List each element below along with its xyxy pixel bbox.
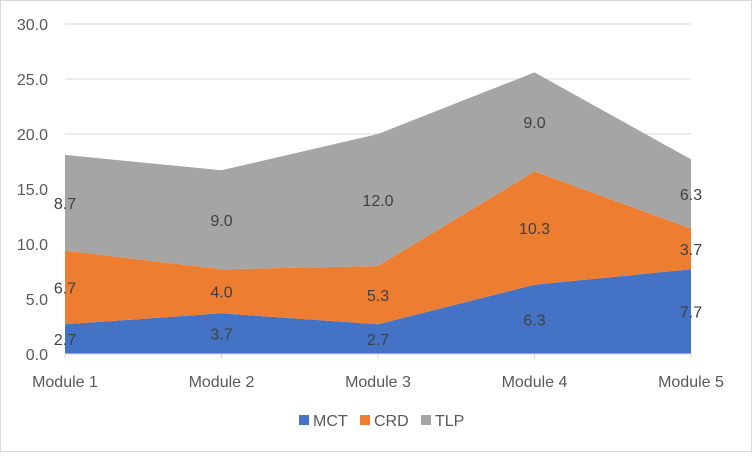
data-label-tlp: 12.0	[362, 193, 393, 210]
legend-swatch	[299, 415, 309, 425]
data-label-crd: 6.7	[54, 280, 76, 297]
legend-label: TLP	[435, 413, 464, 430]
data-label-tlp: 9.0	[210, 213, 232, 230]
x-tick-label: Module 3	[345, 374, 411, 391]
data-label-crd: 5.3	[367, 288, 389, 305]
y-tick-label: 15.0	[17, 182, 48, 199]
x-tick-label: Module 1	[32, 374, 98, 391]
legend-swatch	[421, 415, 431, 425]
x-tick-label: Module 4	[502, 374, 568, 391]
data-label-mct: 3.7	[210, 327, 232, 344]
x-tick-label: Module 5	[658, 374, 724, 391]
data-label-mct: 2.7	[367, 332, 389, 349]
area-crd	[65, 171, 691, 325]
data-label-mct: 6.3	[523, 312, 545, 329]
y-tick-label: 5.0	[26, 292, 48, 309]
data-label-crd: 3.7	[680, 242, 702, 259]
data-label-mct: 2.7	[54, 332, 76, 349]
legend-swatch	[360, 415, 370, 425]
y-tick-label: 10.0	[17, 237, 48, 254]
area-mct	[65, 269, 691, 354]
legend-item-mct: MCT	[299, 413, 348, 430]
legend-label: MCT	[313, 413, 348, 430]
area-tlp	[65, 72, 691, 270]
data-label-crd: 4.0	[210, 284, 232, 301]
y-tick-label: 20.0	[17, 127, 48, 144]
legend-label: CRD	[374, 413, 409, 430]
data-label-tlp: 6.3	[680, 187, 702, 204]
data-label-crd: 10.3	[519, 221, 550, 238]
x-tick-label: Module 2	[189, 374, 255, 391]
legend-item-tlp: TLP	[421, 413, 464, 430]
data-label-tlp: 8.7	[54, 196, 76, 213]
y-tick-label: 30.0	[17, 17, 48, 34]
y-tick-label: 25.0	[17, 72, 48, 89]
y-tick-label: 0.0	[26, 347, 48, 364]
data-label-tlp: 9.0	[523, 115, 545, 132]
legend-item-crd: CRD	[360, 413, 409, 430]
data-label-mct: 7.7	[680, 305, 702, 322]
